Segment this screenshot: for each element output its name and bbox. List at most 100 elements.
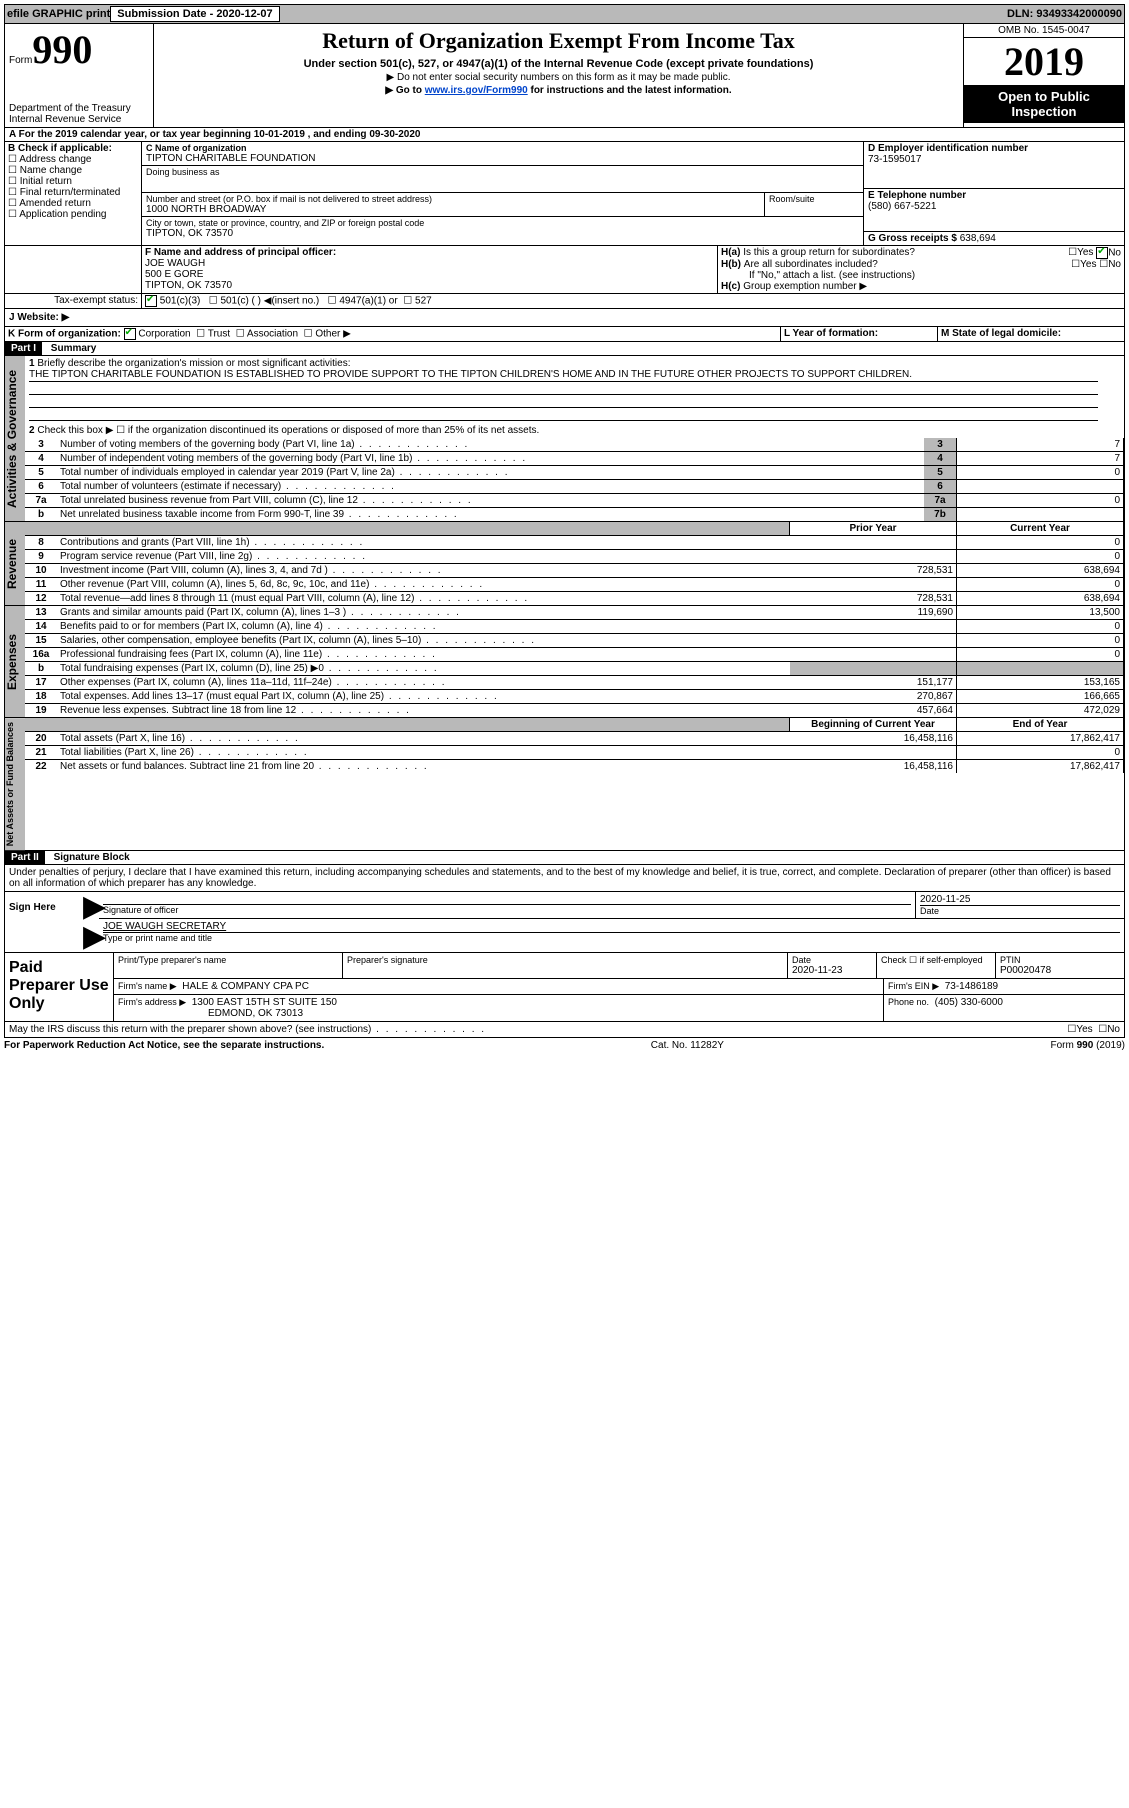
table-row: 17 Other expenses (Part IX, column (A), … (25, 676, 1124, 690)
table-row: 10 Investment income (Part VIII, column … (25, 564, 1124, 578)
opt-address: ☐ Address change (8, 154, 138, 165)
part-i-expenses: Expenses 13 Grants and similar amounts p… (4, 606, 1125, 718)
hb-yes: ☐Yes (1071, 259, 1096, 270)
ha-no: No (1096, 247, 1121, 259)
cat-no: Cat. No. 11282Y (651, 1040, 724, 1051)
hb-text: Are all subordinates included? (744, 259, 1071, 270)
officer-name: JOE WAUGH (145, 258, 714, 269)
gross-label: G Gross receipts $ (868, 233, 957, 244)
paid-preparer-block: Paid Preparer Use Only Print/Type prepar… (4, 953, 1125, 1022)
irs-link[interactable]: www.irs.gov/Form990 (425, 85, 528, 96)
ha-yes: ☐Yes (1068, 247, 1093, 259)
table-row: 4 Number of independent voting members o… (25, 452, 1124, 466)
section-bcdeg: B Check if applicable: ☐ Address change … (4, 142, 1125, 246)
prep-name-label: Print/Type preparer's name (114, 953, 343, 978)
table-row: b Net unrelated business taxable income … (25, 508, 1124, 522)
officer-city: TIPTON, OK 73570 (145, 280, 714, 291)
prep-sig-label: Preparer's signature (343, 953, 788, 978)
ein-value: 73-1595017 (868, 154, 1120, 165)
form-header: Form 990 Department of the Treasury Inte… (4, 24, 1125, 128)
section-a: A For the 2019 calendar year, or tax yea… (4, 128, 1125, 142)
dept-irs: Internal Revenue Service (9, 114, 149, 125)
cb-501c3-icon (145, 295, 157, 307)
table-row: 7a Total unrelated business revenue from… (25, 494, 1124, 508)
table-row: 11 Other revenue (Part VIII, column (A),… (25, 578, 1124, 592)
section-c-label: C Name of organization (146, 143, 859, 153)
officer-street: 500 E GORE (145, 269, 714, 280)
vlabel-governance: Activities & Governance (5, 356, 25, 521)
efile-top-bar: efile GRAPHIC print Submission Date - 20… (4, 4, 1125, 24)
header-note-1: ▶ Do not enter social security numbers o… (160, 72, 957, 83)
opt-initial: ☐ Initial return (8, 176, 138, 187)
form-title: Return of Organization Exempt From Incom… (160, 28, 957, 54)
dln-label: DLN: 93493342000090 (1007, 8, 1122, 20)
sign-here-label: Sign Here (5, 892, 83, 952)
self-employed-check: Check ☐ if self-employed (877, 953, 996, 978)
q2-text: Check this box ▶ ☐ if the organization d… (37, 425, 539, 436)
street-label: Number and street (or P.O. box if mail i… (146, 194, 760, 204)
officer-printed: JOE WAUGH SECRETARY (103, 921, 226, 932)
table-row: 19 Revenue less expenses. Subtract line … (25, 704, 1124, 718)
table-row: 9 Program service revenue (Part VIII, li… (25, 550, 1124, 564)
table-row: 15 Salaries, other compensation, employe… (25, 634, 1124, 648)
form-number: Form 990 (9, 26, 149, 73)
table-header-row: Beginning of Current Year End of Year (25, 718, 1124, 732)
room-label: Room/suite (769, 194, 859, 204)
open-public: Open to PublicInspection (964, 85, 1124, 123)
firm-name: HALE & COMPANY CPA PC (182, 981, 309, 992)
table-row: 3 Number of voting members of the govern… (25, 438, 1124, 452)
form-subtitle: Under section 501(c), 527, or 4947(a)(1)… (160, 58, 957, 70)
section-j: J Website: ▶ (4, 309, 1125, 327)
table-row: 16a Professional fundraising fees (Part … (25, 648, 1124, 662)
hb-note: If "No," attach a list. (see instruction… (721, 270, 1121, 281)
part-i-governance: Activities & Governance 1 Briefly descri… (4, 356, 1125, 522)
vlabel-revenue: Revenue (5, 522, 25, 605)
page-footer: For Paperwork Reduction Act Notice, see … (4, 1038, 1125, 1051)
table-row: 20 Total assets (Part X, line 16) 16,458… (25, 732, 1124, 746)
paid-preparer-label: Paid Preparer Use Only (5, 953, 113, 1021)
table-row: 14 Benefits paid to or for members (Part… (25, 620, 1124, 634)
efile-label: efile GRAPHIC print (7, 8, 110, 20)
revenue-table: Prior Year Current Year8 Contributions a… (25, 522, 1124, 605)
table-row: 22 Net assets or fund balances. Subtract… (25, 760, 1124, 774)
taxexempt-label: Tax-exempt status: (5, 294, 142, 308)
street: 1000 NORTH BROADWAY (146, 204, 760, 215)
part-i-header: Part I Summary (4, 342, 1125, 356)
table-row: 8 Contributions and grants (Part VIII, l… (25, 536, 1124, 550)
officer-label: F Name and address of principal officer: (145, 247, 714, 258)
phone-label: E Telephone number (868, 190, 1120, 201)
city: TIPTON, OK 73570 (146, 228, 859, 239)
table-row: b Total fundraising expenses (Part IX, c… (25, 662, 1124, 676)
pra-notice: For Paperwork Reduction Act Notice, see … (4, 1040, 324, 1051)
section-b-label: B Check if applicable: (8, 143, 138, 154)
prep-date-value: 2020-11-23 (792, 965, 872, 976)
section-i: Tax-exempt status: 501(c)(3) ☐ 501(c) ( … (4, 294, 1125, 309)
part-ii-header: Part II Signature Block (4, 851, 1125, 865)
vlabel-netassets: Net Assets or Fund Balances (5, 718, 25, 850)
table-row: 13 Grants and similar amounts paid (Part… (25, 606, 1124, 620)
sig-officer-label: Signature of officer (103, 904, 911, 915)
table-row: 5 Total number of individuals employed i… (25, 466, 1124, 480)
discuss-row: May the IRS discuss this return with the… (4, 1022, 1125, 1038)
ptin-value: P00020478 (1000, 965, 1120, 976)
part-i-revenue: Revenue Prior Year Current Year8 Contrib… (4, 522, 1125, 606)
table-row: 6 Total number of volunteers (estimate i… (25, 480, 1124, 494)
part-i-netassets: Net Assets or Fund Balances Beginning of… (4, 718, 1125, 851)
opt-name: ☐ Name change (8, 165, 138, 176)
firm-ein: 73-1486189 (945, 981, 998, 992)
opt-pending: ☐ Application pending (8, 209, 138, 220)
gross-value: 638,694 (960, 233, 996, 244)
expenses-table: 13 Grants and similar amounts paid (Part… (25, 606, 1124, 717)
ein-label: D Employer identification number (868, 143, 1120, 154)
dept-treasury: Department of the Treasury (9, 103, 149, 114)
governance-table: 3 Number of voting members of the govern… (25, 438, 1124, 521)
table-row: 12 Total revenue—add lines 8 through 11 … (25, 592, 1124, 606)
sig-date-label: Date (920, 905, 1120, 916)
table-header-row: Prior Year Current Year (25, 522, 1124, 536)
submission-date-button[interactable]: Submission Date - 2020-12-07 (110, 6, 279, 22)
city-label: City or town, state or province, country… (146, 218, 859, 228)
sign-here-block: Sign Here ▶▶ Signature of officer 2020-1… (4, 892, 1125, 953)
cb-corp-icon (124, 328, 136, 340)
vlabel-expenses: Expenses (5, 606, 25, 717)
omb-number: OMB No. 1545-0047 (964, 24, 1124, 38)
